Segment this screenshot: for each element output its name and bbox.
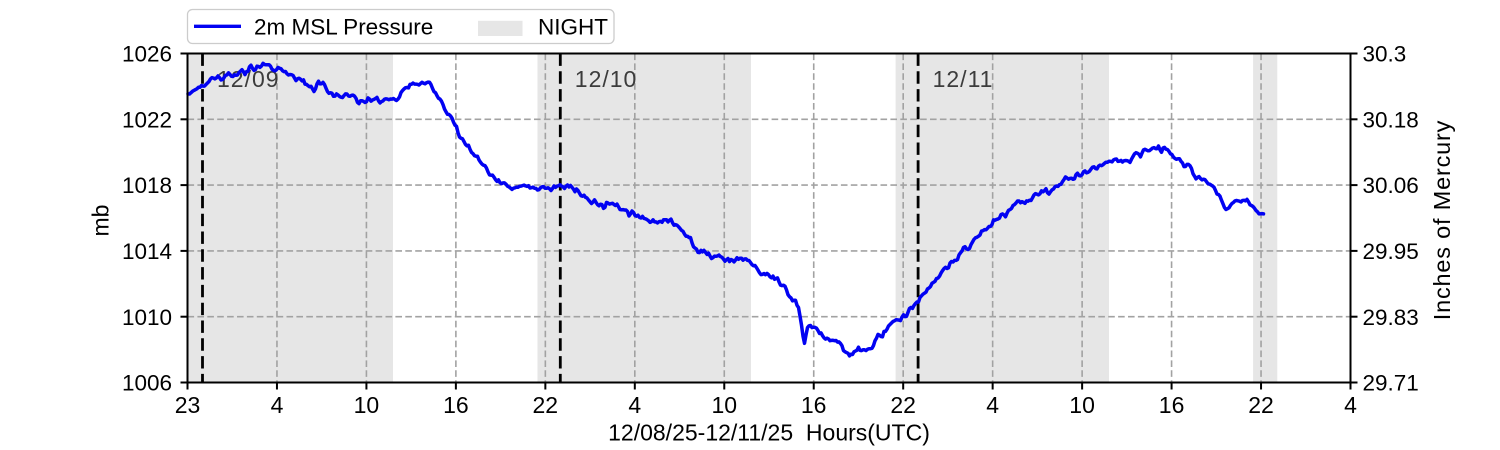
- svg-text:4: 4: [271, 392, 284, 418]
- svg-text:12/11: 12/11: [933, 66, 994, 92]
- svg-text:4: 4: [986, 392, 999, 418]
- svg-text:4: 4: [628, 392, 641, 418]
- svg-text:12/08/25-12/11/25 Hours(UTC): 12/08/25-12/11/25 Hours(UTC): [608, 420, 930, 446]
- svg-text:16: 16: [801, 392, 827, 418]
- svg-text:16: 16: [443, 392, 469, 418]
- svg-text:10: 10: [1069, 392, 1095, 418]
- svg-text:12/10: 12/10: [575, 66, 638, 92]
- svg-text:29.83: 29.83: [1363, 305, 1419, 330]
- svg-text:22: 22: [1248, 392, 1274, 418]
- svg-text:mb: mb: [87, 205, 113, 237]
- svg-text:1026: 1026: [122, 42, 172, 67]
- svg-text:16: 16: [1159, 392, 1185, 418]
- svg-text:22: 22: [533, 392, 559, 418]
- svg-text:1014: 1014: [122, 239, 172, 264]
- svg-text:30.3: 30.3: [1363, 42, 1407, 67]
- svg-text:4: 4: [1344, 392, 1357, 418]
- svg-text:30.18: 30.18: [1363, 107, 1419, 132]
- svg-text:1022: 1022: [122, 107, 172, 132]
- svg-text:Inches of Mercury: Inches of Mercury: [1429, 120, 1455, 320]
- svg-text:NIGHT: NIGHT: [538, 14, 608, 39]
- svg-text:23: 23: [175, 392, 201, 418]
- svg-text:1006: 1006: [122, 371, 172, 396]
- svg-text:10: 10: [712, 392, 738, 418]
- svg-text:29.95: 29.95: [1363, 239, 1419, 264]
- svg-text:29.71: 29.71: [1363, 371, 1419, 396]
- svg-text:1010: 1010: [122, 305, 172, 330]
- svg-text:30.06: 30.06: [1363, 173, 1419, 198]
- svg-text:1018: 1018: [122, 173, 172, 198]
- svg-text:22: 22: [890, 392, 916, 418]
- svg-text:2m MSL Pressure: 2m MSL Pressure: [254, 14, 433, 39]
- svg-text:10: 10: [354, 392, 380, 418]
